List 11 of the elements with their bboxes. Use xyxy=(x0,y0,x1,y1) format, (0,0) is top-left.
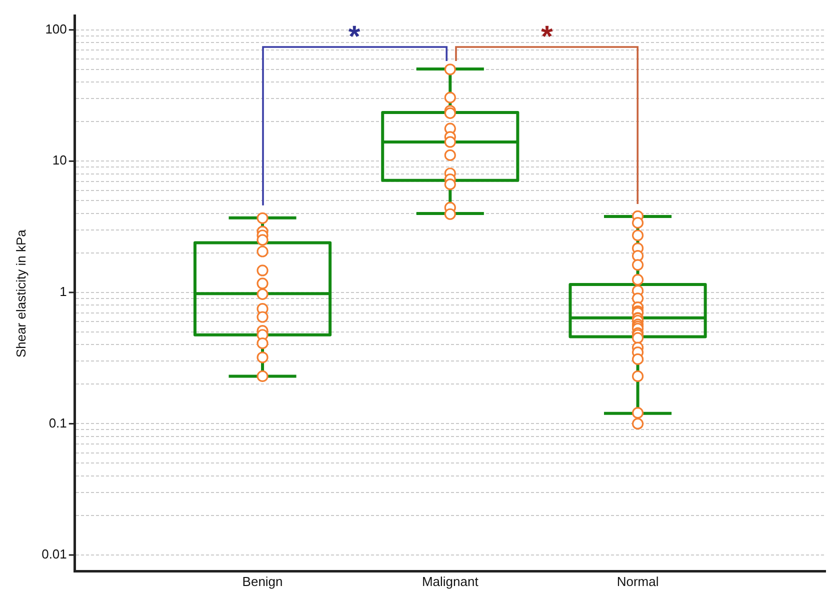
y-tick-label: 100 xyxy=(45,21,67,36)
annotation: * xyxy=(541,20,554,54)
annotation: * xyxy=(348,20,360,54)
y-axis-title: Shear elasticity in kPa xyxy=(13,228,28,358)
y-tick-label: 0.01 xyxy=(42,546,67,562)
y-tick-label: 1 xyxy=(60,284,67,300)
y-tick-label: 0.1 xyxy=(48,415,67,430)
x-tick-label: Benign xyxy=(242,574,283,589)
y-tick-label: 10 xyxy=(52,152,67,168)
x-tick-label: Malignant xyxy=(422,574,479,589)
x-tick-label: Normal xyxy=(616,574,659,589)
